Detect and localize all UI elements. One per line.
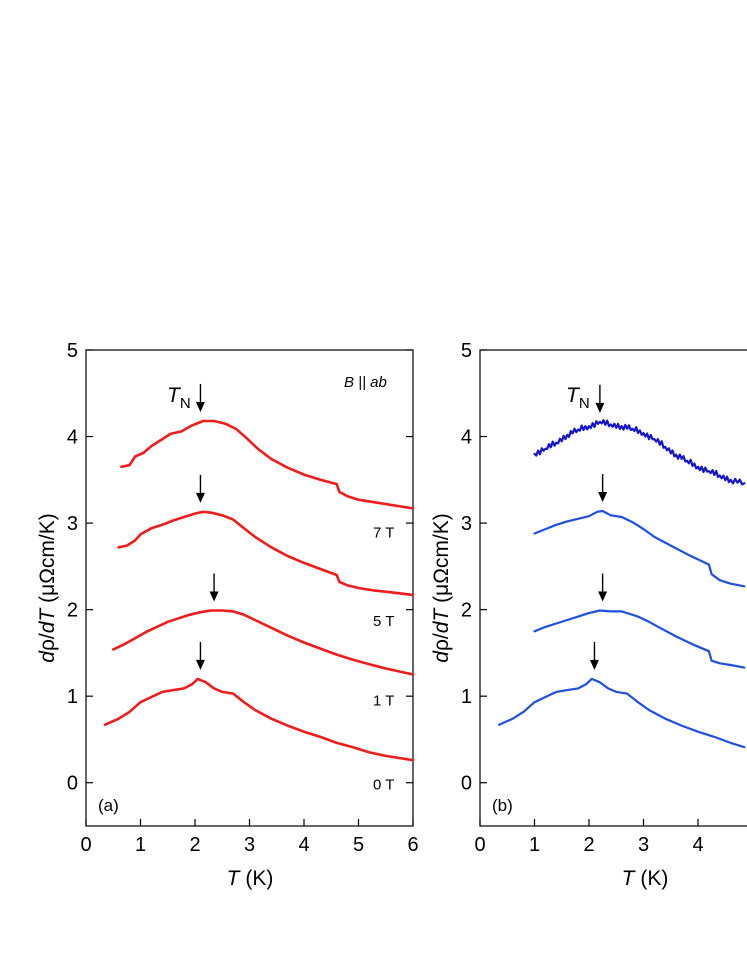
x-tick-label: 6 bbox=[407, 834, 418, 856]
y-tick-label: 1 bbox=[461, 686, 472, 708]
series-line bbox=[112, 609, 415, 676]
x-tick-label: 2 bbox=[189, 834, 200, 856]
series-line bbox=[533, 609, 746, 669]
y-tick-label: 2 bbox=[67, 600, 78, 622]
tn-arrow-head bbox=[595, 402, 605, 413]
series-line bbox=[103, 677, 415, 762]
tn-arrow-head bbox=[209, 591, 219, 602]
tn-arrows bbox=[589, 384, 608, 670]
y-tick-label: 4 bbox=[461, 427, 472, 449]
x-tick-label: 5 bbox=[353, 834, 364, 856]
field-label: 5 T bbox=[373, 613, 394, 630]
y-tick-label: 4 bbox=[67, 427, 78, 449]
tn-arrow-head bbox=[195, 492, 205, 503]
x-tick-label: 4 bbox=[692, 834, 703, 856]
y-tick-label: 2 bbox=[461, 600, 472, 622]
x-tick-label: 3 bbox=[244, 834, 255, 856]
tn-arrow-head bbox=[598, 591, 608, 602]
x-tick-label: 3 bbox=[638, 834, 649, 856]
panel-tag: (a) bbox=[98, 796, 119, 815]
tn-arrow-head bbox=[195, 659, 205, 670]
field-label: 1 T bbox=[373, 693, 394, 710]
tn-arrow-head bbox=[195, 401, 205, 412]
field-direction-annotation: B || ab bbox=[344, 374, 387, 391]
x-tick-label: 1 bbox=[529, 834, 540, 856]
y-axis-title: dρ/dT (μΩcm/K) bbox=[36, 513, 59, 662]
series-group bbox=[498, 419, 746, 749]
x-ticks: 0 1 2 3 4 5 6 bbox=[80, 819, 419, 856]
panel-b: 0 1 2 3 4 0 1 2 3 4 5 (b) TN T (K) dρ/dT (μΩcm/K) bbox=[430, 340, 747, 890]
y-tick-label: 3 bbox=[461, 513, 472, 535]
tn-arrow-head bbox=[598, 491, 608, 502]
tn-label: TN bbox=[167, 384, 191, 412]
x-axis-title: T (K) bbox=[227, 867, 274, 890]
y-tick-label: 5 bbox=[461, 340, 472, 362]
series-line bbox=[117, 510, 415, 597]
series-line bbox=[533, 419, 746, 486]
series-line bbox=[533, 509, 746, 588]
tn-arrows bbox=[195, 383, 219, 670]
panel-tag: (b) bbox=[492, 796, 513, 815]
series-line bbox=[498, 677, 746, 749]
x-tick-label: 0 bbox=[80, 834, 91, 856]
x-axis-title: T (K) bbox=[622, 867, 669, 890]
x-tick-label: 4 bbox=[298, 834, 309, 856]
y-tick-label: 1 bbox=[67, 686, 78, 708]
field-labels: 0 T 1 T 5 T 7 T bbox=[373, 525, 394, 794]
series-line bbox=[120, 419, 415, 510]
tn-arrow-head bbox=[589, 659, 599, 670]
y-ticks: 0 1 2 3 4 5 bbox=[67, 340, 413, 795]
y-tick-label: 0 bbox=[67, 773, 78, 795]
x-tick-label: 0 bbox=[474, 834, 485, 856]
field-label: 0 T bbox=[373, 776, 394, 793]
y-tick-label: 3 bbox=[67, 513, 78, 535]
x-tick-label: 1 bbox=[135, 834, 146, 856]
y-ticks: 0 1 2 3 4 5 bbox=[461, 340, 487, 795]
tn-label: TN bbox=[566, 384, 590, 412]
x-ticks: 0 1 2 3 4 bbox=[474, 819, 704, 856]
plot-frame bbox=[479, 349, 747, 827]
series-group bbox=[103, 419, 415, 762]
x-tick-label: 2 bbox=[583, 834, 594, 856]
y-axis-title: dρ/dT (μΩcm/K) bbox=[430, 513, 453, 662]
field-label: 7 T bbox=[373, 525, 394, 542]
y-tick-label: 0 bbox=[461, 773, 472, 795]
y-tick-label: 5 bbox=[67, 340, 78, 362]
